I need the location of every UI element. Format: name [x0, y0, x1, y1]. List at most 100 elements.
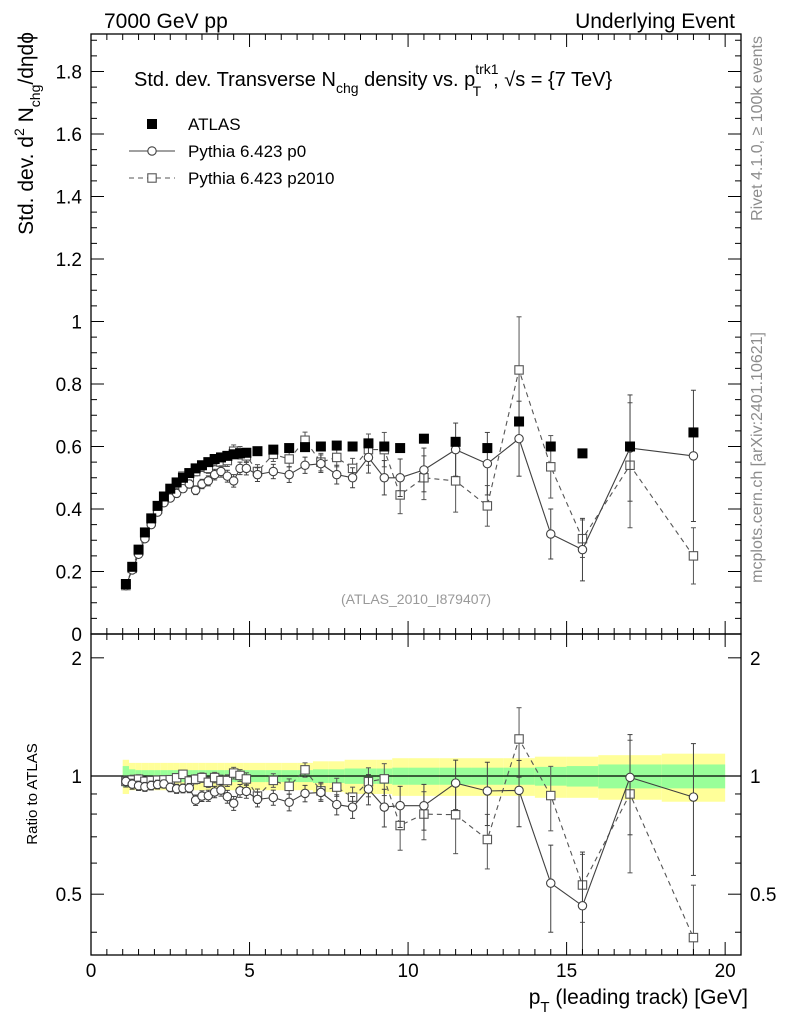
data-point	[241, 774, 252, 784]
series-layer	[120, 316, 699, 955]
ratio-tick-label-left: 0.5	[56, 885, 82, 906]
atlas-data-point	[222, 450, 233, 461]
data-point	[395, 472, 405, 483]
data-point	[546, 790, 556, 801]
title-sup: trk1	[475, 61, 499, 77]
x-tick-label: 15	[556, 961, 577, 982]
atlas-data-point	[300, 442, 311, 453]
data-point	[514, 734, 524, 744]
data-point	[395, 800, 405, 811]
axes-layer	[90, 33, 742, 956]
data-point	[268, 792, 279, 803]
data-point	[284, 469, 294, 480]
data-point	[514, 785, 524, 796]
data-point	[450, 778, 461, 788]
x-tick-label: 0	[86, 961, 97, 982]
atlas-data-point	[177, 472, 188, 483]
title-mid: density vs. p	[359, 69, 476, 91]
y-tick-label: 1.6	[56, 125, 82, 146]
data-point	[284, 781, 294, 792]
ratio-y-axis-label: Ratio to ATLAS	[24, 743, 41, 844]
atlas-data-point	[127, 561, 138, 572]
data-point	[222, 791, 233, 802]
data-point	[284, 454, 294, 464]
ratio-frame	[90, 633, 742, 956]
x-tick-label: 10	[398, 961, 419, 982]
data-point	[688, 932, 699, 943]
atlas-data-point	[139, 527, 150, 538]
atlas-data-point	[120, 579, 131, 589]
atlas-data-point	[482, 443, 493, 454]
data-point	[241, 786, 252, 797]
data-point	[546, 878, 556, 888]
atlas-data-point	[268, 444, 279, 455]
legend-p0-marker	[147, 146, 157, 156]
data-point	[363, 784, 374, 794]
data-point	[331, 452, 342, 463]
y-tick-label: 0.2	[56, 563, 82, 584]
pythia-6-423-p0-ratio	[121, 734, 699, 955]
ratio-tick-label-right: 1	[750, 767, 761, 788]
x-tick-label: 5	[244, 961, 255, 982]
data-point	[178, 769, 188, 780]
data-point	[482, 501, 493, 511]
data-point	[222, 775, 233, 786]
data-point	[482, 834, 493, 845]
y-tick-label: 1.4	[56, 188, 83, 209]
data-point	[419, 465, 429, 475]
atlas-data-point	[315, 441, 326, 452]
legend-label: Pythia 6.423 p0	[188, 142, 306, 161]
atlas-data-point	[379, 441, 390, 452]
data-point	[228, 798, 239, 809]
xlabel-p: p	[529, 986, 541, 1009]
ylabel-sub: chg	[27, 85, 43, 108]
data-point	[216, 466, 226, 477]
y-tick-label: 1.2	[56, 250, 82, 271]
xlabel-tail: (leading track) [GeV]	[550, 986, 748, 1009]
header-right: Underlying Event	[575, 10, 735, 33]
y-tick-label: 1.8	[56, 63, 82, 84]
legend-label: Pythia 6.423 p2010	[188, 169, 335, 188]
atlas-data-point	[625, 441, 636, 452]
data-point	[419, 800, 429, 811]
data-point	[450, 809, 461, 820]
xlabel-sub: T	[540, 999, 549, 1016]
data-point	[546, 529, 556, 539]
data-point	[688, 551, 699, 561]
atlas-data-point	[688, 427, 699, 438]
data-point	[379, 802, 390, 812]
y-tick-label: 1	[71, 313, 82, 334]
pythia-6-423-p2010-main	[121, 316, 699, 591]
data-point	[316, 458, 326, 469]
data-point	[222, 471, 233, 481]
data-point	[241, 463, 252, 474]
data-point	[482, 786, 493, 796]
y-tick-label: 0.4	[56, 500, 83, 521]
legend-atlas-marker	[147, 119, 157, 129]
data-point	[688, 451, 699, 461]
data-point	[228, 476, 239, 486]
data-point	[379, 472, 390, 483]
atlas-data-point	[331, 440, 342, 451]
data-point	[268, 775, 279, 786]
header-left: 7000 GeV pp	[104, 10, 228, 33]
ylabel-mid: N	[15, 107, 38, 128]
atlas-data-point	[165, 483, 176, 494]
ratio-tick-label-left: 2	[71, 649, 82, 670]
data-point	[300, 765, 310, 775]
atlas-data-point	[252, 446, 263, 457]
atlas-data-point	[228, 449, 239, 460]
atlas-data-point	[450, 436, 461, 447]
data-point	[347, 802, 358, 812]
title-sub2: T	[473, 83, 482, 99]
data-point	[300, 788, 310, 799]
atlas-data-point	[577, 448, 588, 459]
data-point	[331, 782, 342, 792]
data-point	[546, 462, 556, 472]
title-main: Std. dev. Transverse N	[134, 69, 336, 91]
legend: ATLAS Pythia 6.423 p0 Pythia 6.423 p2010	[129, 115, 335, 188]
atlas-data-point	[184, 468, 195, 479]
data-point	[284, 797, 294, 808]
y-axis-label: Std. dev. d2 Nchg/dηdϕ	[11, 32, 43, 235]
data-point	[450, 476, 461, 486]
